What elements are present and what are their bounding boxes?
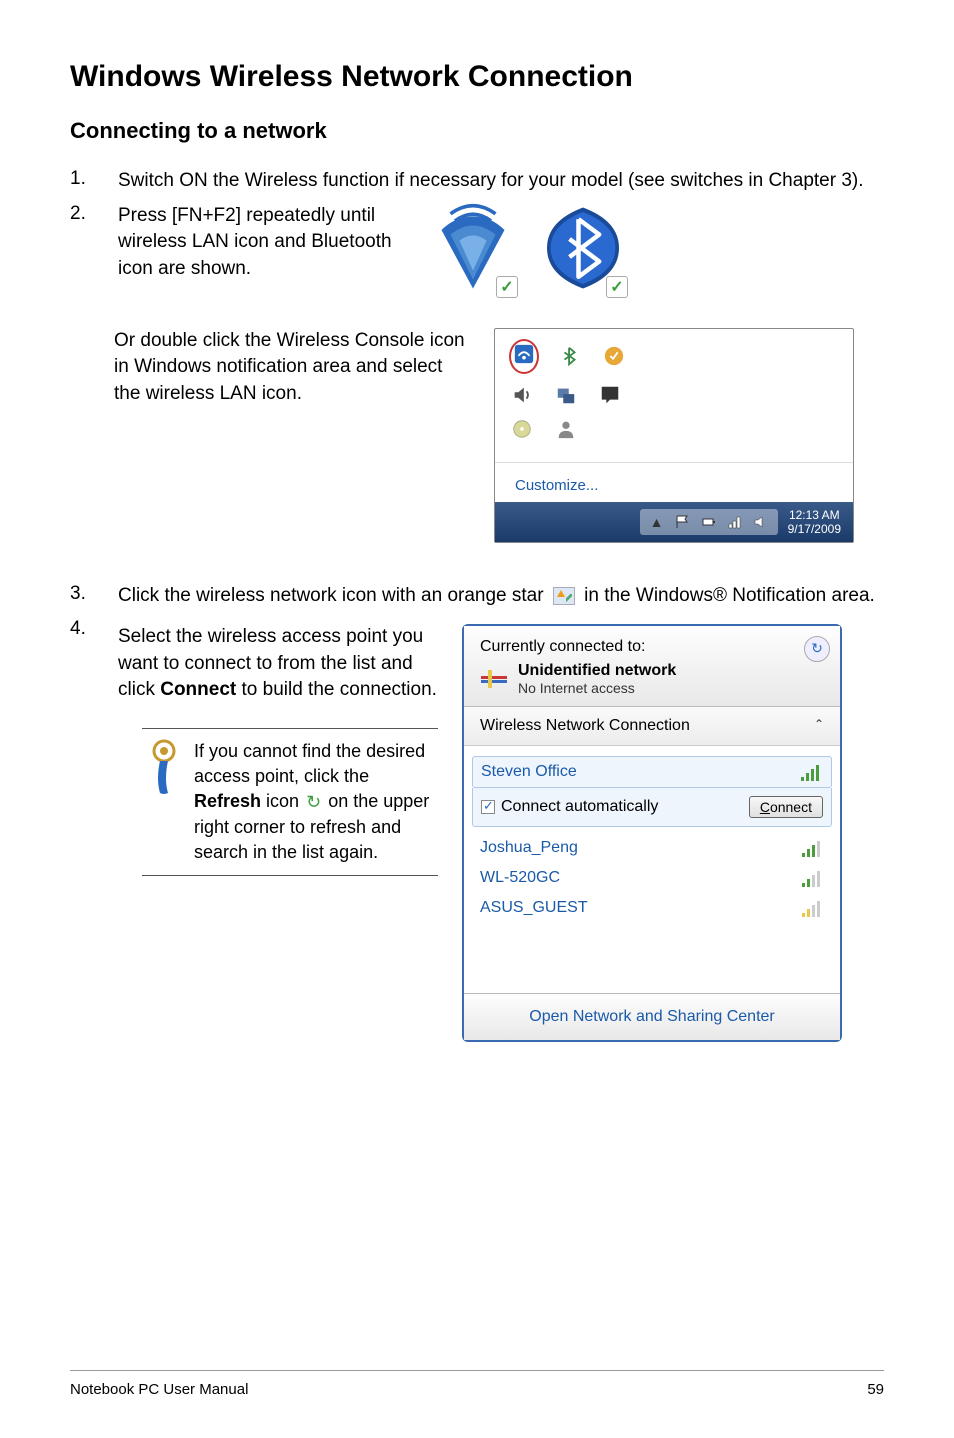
tray-icons-grid	[495, 329, 853, 456]
show-hidden-icon[interactable]: ▲	[648, 513, 666, 531]
step2-or-text: Or double click the Wireless Console ico…	[114, 328, 474, 544]
note-text-b: icon	[266, 791, 299, 811]
wp-unid-sub: No Internet access	[518, 680, 676, 696]
volume-taskbar-icon[interactable]	[752, 513, 770, 531]
note-icon	[146, 739, 182, 866]
flag-icon[interactable]	[674, 513, 692, 531]
wp-section-header: Wireless Network Connection ⌃	[464, 707, 840, 746]
network-tray-icon[interactable]	[553, 382, 579, 408]
step2-num: 2.	[70, 203, 94, 298]
refresh-button[interactable]: ↻	[804, 636, 830, 662]
step3-num: 3.	[70, 583, 94, 610]
open-network-center-link[interactable]: Open Network and Sharing Center	[464, 993, 840, 1040]
network-status-icon	[480, 668, 508, 690]
wp-network-item[interactable]: ASUS_GUEST	[480, 893, 824, 923]
user-tray-icon[interactable]	[553, 416, 579, 442]
note-box: If you cannot find the desired access po…	[142, 728, 438, 877]
wp-network-item[interactable]: WL-520GC	[480, 863, 824, 893]
wireless-networks-panel: Currently connected to: ↻ Unidentified n…	[462, 624, 842, 1042]
wp-selected-name: Steven Office	[481, 763, 577, 781]
wireless-network-star-icon	[553, 587, 575, 605]
step3-text: Click the wireless network icon with an …	[118, 583, 875, 610]
note-refresh-bold: Refresh	[194, 791, 261, 811]
footer-left: Notebook PC User Manual	[70, 1381, 248, 1398]
disc-tray-icon[interactable]	[509, 416, 535, 442]
taskbar-clock[interactable]: 12:13 AM 9/17/2009	[788, 508, 841, 537]
taskbar: ▲ 12:13 AM 9/17/2009	[495, 502, 853, 543]
taskbar-systray: ▲	[640, 509, 778, 535]
wp-selected-network[interactable]: Steven Office	[472, 756, 832, 788]
subheading: Connecting to a network	[70, 118, 884, 144]
step2-or-row: Or double click the Wireless Console ico…	[70, 328, 884, 544]
bluetooth-icon-box: ✓	[538, 203, 628, 298]
update-tray-icon[interactable]	[601, 343, 627, 369]
notification-area-panel: Customize... ▲	[494, 328, 854, 544]
network-taskbar-icon[interactable]	[726, 513, 744, 531]
wp-item-name: ASUS_GUEST	[480, 899, 588, 917]
customize-link[interactable]: Customize...	[495, 469, 853, 502]
step3-text-b: in the Windows® Notification area.	[584, 585, 875, 606]
wp-network-item[interactable]: Joshua_Peng	[480, 833, 824, 863]
signal-icon	[801, 763, 823, 781]
collapse-icon[interactable]: ⌃	[814, 717, 824, 735]
step1: 1. Switch ON the Wireless function if ne…	[70, 168, 884, 195]
wp-auto-connect-row: Connect automatically Connect	[472, 788, 832, 827]
spacer	[70, 328, 94, 544]
wireless-console-icon-circled[interactable]	[509, 339, 539, 374]
step4-num: 4.	[70, 618, 94, 1042]
wp-section-title: Wireless Network Connection	[480, 717, 690, 735]
bluetooth-tray-icon[interactable]	[557, 343, 583, 369]
footer-page-number: 59	[867, 1381, 884, 1398]
auto-connect-label: Connect automatically	[501, 798, 658, 815]
step4-connect-bold: Connect	[160, 679, 236, 700]
clock-time: 12:13 AM	[788, 508, 841, 522]
wp-unid-name: Unidentified network	[518, 662, 676, 680]
check-icon: ✓	[496, 276, 518, 298]
wp-network-list: Steven Office Connect automatically Conn…	[464, 746, 840, 993]
wifi-bluetooth-icons: ✓ ✓	[428, 203, 628, 298]
step1-num: 1.	[70, 168, 94, 195]
section-heading: Windows Wireless Network Connection	[70, 60, 884, 94]
step2: 2. Press [FN+F2] repeatedly until wirele…	[70, 203, 884, 298]
step3: 3. Click the wireless network icon with …	[70, 583, 884, 610]
signal-icon	[802, 869, 824, 887]
check-icon: ✓	[606, 276, 628, 298]
power-icon[interactable]	[700, 513, 718, 531]
volume-tray-icon[interactable]	[509, 382, 535, 408]
note-text: If you cannot find the desired access po…	[194, 739, 434, 866]
wifi-icon-box: ✓	[428, 203, 518, 298]
connect-button[interactable]: Connect	[749, 796, 823, 818]
signal-icon	[802, 839, 824, 857]
wp-item-name: Joshua_Peng	[480, 839, 578, 857]
note-text-a: If you cannot find the desired access po…	[194, 741, 425, 786]
step2-text: Press [FN+F2] repeatedly until wireless …	[118, 203, 398, 283]
wp-connected-to: Currently connected to:	[480, 638, 824, 656]
auto-connect-checkbox[interactable]	[481, 800, 495, 814]
refresh-icon: ↻	[306, 790, 321, 815]
step4: 4. Select the wireless access point you …	[70, 618, 884, 1042]
wireless-console-icon	[513, 343, 535, 365]
wp-item-name: WL-520GC	[480, 869, 560, 887]
signal-icon	[802, 899, 824, 917]
page-footer: Notebook PC User Manual 59	[70, 1370, 884, 1398]
action-center-tray-icon[interactable]	[597, 382, 623, 408]
step1-text: Switch ON the Wireless function if neces…	[118, 168, 864, 195]
step3-text-a: Click the wireless network icon with an …	[118, 585, 544, 606]
wp-current-network: Unidentified network No Internet access	[480, 662, 824, 696]
step4-text: Select the wireless access point you wan…	[118, 624, 438, 704]
wp-auto-label[interactable]: Connect automatically	[481, 798, 658, 816]
clock-date: 9/17/2009	[788, 522, 841, 536]
wp-header: Currently connected to: ↻ Unidentified n…	[464, 626, 840, 707]
step4-text-b: to build the connection.	[236, 679, 437, 700]
